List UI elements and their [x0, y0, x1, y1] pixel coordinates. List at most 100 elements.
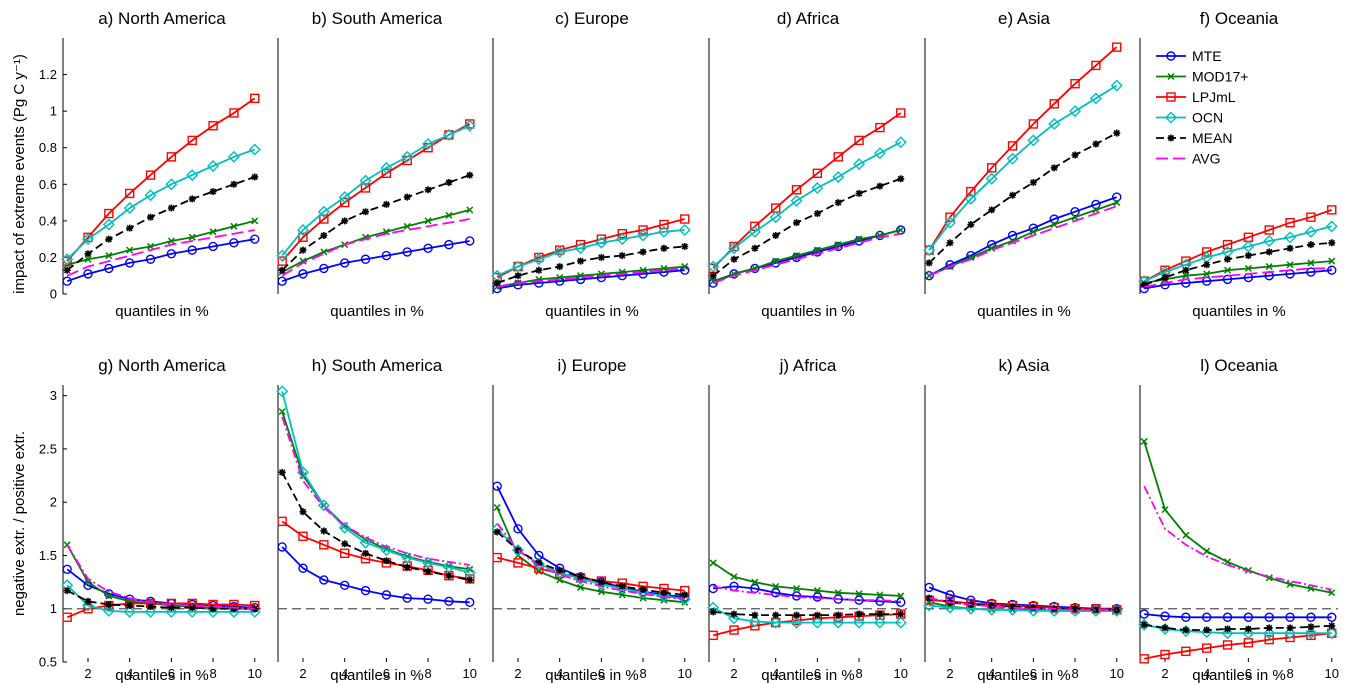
marker-circle	[62, 564, 72, 575]
marker-square	[208, 121, 218, 131]
marker-star	[988, 206, 996, 214]
marker-diamond	[811, 616, 824, 629]
series-line	[497, 269, 685, 290]
marker-star	[1029, 604, 1037, 612]
x-tick-label: 8	[424, 666, 431, 681]
y-tick-label: 2	[50, 495, 57, 510]
marker-x	[105, 252, 113, 260]
marker-square	[62, 612, 72, 622]
y-tick-label: 0.6	[39, 177, 57, 192]
legend-label: OCN	[1192, 110, 1223, 126]
marker-diamond	[790, 616, 803, 629]
marker-circle	[83, 269, 93, 279]
marker-square	[277, 256, 287, 266]
marker-square	[1306, 630, 1316, 641]
marker-star	[1328, 239, 1336, 247]
marker-x	[1244, 264, 1252, 272]
marker-diamond	[82, 233, 95, 246]
marker-star	[1286, 624, 1294, 632]
series-line	[1144, 623, 1332, 635]
x-axis-label: quantiles in %	[761, 667, 854, 683]
marker-square	[1160, 649, 1170, 660]
series-line	[66, 148, 256, 260]
marker-circle	[423, 594, 433, 604]
marker-square	[708, 630, 718, 641]
marker-diamond	[123, 202, 136, 215]
marker-star	[514, 546, 522, 554]
marker-circle	[1139, 609, 1149, 619]
marker-square	[1070, 79, 1080, 89]
marker-diamond	[1304, 627, 1317, 640]
marker-star	[1244, 252, 1252, 260]
marker-diamond	[276, 249, 289, 262]
marker-x	[834, 241, 842, 249]
marker-star	[1113, 606, 1121, 614]
marker-x	[1328, 589, 1336, 597]
marker-square	[896, 108, 906, 118]
marker-diamond	[832, 616, 845, 629]
x-tick-label: 6	[598, 666, 605, 681]
panel-title: l) Oceania	[1200, 356, 1278, 375]
marker-star	[278, 468, 286, 476]
panel-5: e) Asia quantiles in %	[923, 9, 1123, 320]
marker-diamond	[1138, 618, 1151, 631]
marker-star	[382, 557, 390, 565]
marker-square	[229, 108, 239, 118]
series-line	[713, 611, 901, 616]
marker-diamond	[894, 616, 907, 629]
x-tick-label: 4	[988, 666, 995, 681]
marker-diamond	[1242, 627, 1255, 640]
marker-diamond	[512, 544, 525, 557]
marker-star	[1224, 255, 1232, 263]
series-line	[1144, 613, 1332, 619]
marker-square	[1222, 640, 1233, 650]
marker-diamond	[964, 602, 977, 615]
series-line	[1143, 209, 1332, 282]
series-mean	[493, 528, 689, 599]
marker-circle	[1201, 276, 1212, 286]
marker-star	[445, 178, 453, 186]
marker-diamond	[853, 616, 866, 629]
marker-x	[1203, 270, 1211, 278]
marker-circle	[465, 236, 475, 246]
marker-circle	[750, 263, 760, 274]
series-mean	[278, 171, 474, 274]
marker-star	[63, 266, 71, 274]
marker-star	[382, 200, 390, 208]
x-axis-label: quantiles in %	[1192, 667, 1285, 683]
series-line	[66, 602, 255, 619]
marker-star	[639, 586, 647, 594]
x-axis-label: quantiles in %	[1192, 303, 1285, 320]
marker-star	[793, 219, 801, 227]
marker-diamond	[1263, 234, 1276, 247]
series-mean	[493, 242, 689, 287]
x-axis-label: quantiles in %	[330, 303, 423, 320]
marker-star	[1182, 626, 1190, 634]
marker-diamond	[985, 603, 998, 616]
marker-square	[966, 186, 976, 197]
marker-star	[855, 189, 863, 197]
series-avg	[66, 544, 255, 610]
series-avg	[1144, 267, 1332, 288]
series-mte	[62, 234, 260, 286]
series-avg	[66, 229, 255, 277]
marker-circle	[1007, 230, 1018, 241]
x-tick-label: 6	[1030, 666, 1037, 681]
series-line	[281, 240, 470, 283]
marker-diamond	[463, 119, 476, 132]
marker-diamond	[873, 147, 886, 160]
marker-star	[84, 250, 92, 258]
marker-x	[1286, 580, 1294, 588]
marker-star	[577, 573, 585, 581]
panel-4: d) Africa quantiles in %	[707, 9, 907, 320]
x-tick-label: 8	[1071, 666, 1078, 681]
series-mod17	[63, 217, 259, 269]
marker-square	[1285, 217, 1295, 228]
marker-diamond	[276, 385, 289, 398]
marker-diamond	[616, 233, 629, 246]
marker-star	[1113, 129, 1121, 137]
marker-star	[1307, 241, 1315, 249]
legend-item: MOD17+	[1156, 69, 1248, 85]
panel-11: k) Asia 2 4 6 8 10 quantiles in %	[923, 356, 1124, 683]
legend-item: MTE	[1156, 48, 1222, 64]
